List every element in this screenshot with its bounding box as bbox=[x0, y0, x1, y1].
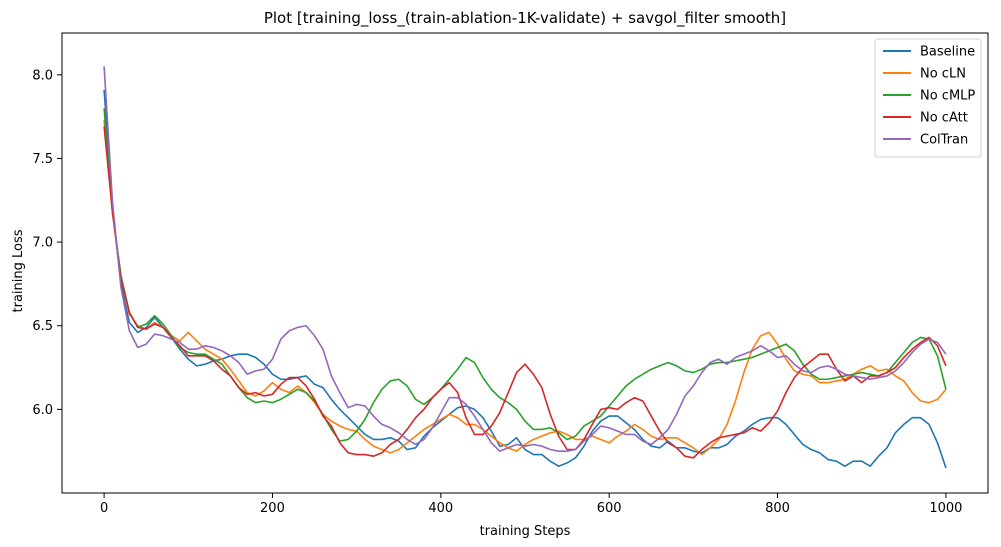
x-axis-label: training Steps bbox=[480, 524, 571, 539]
legend: Baseline No cLN No cMLP No cAtt ColTran bbox=[874, 38, 982, 158]
y-tick-label: 6.0 bbox=[32, 403, 53, 418]
y-axis-ticks: 6.0 6.5 7.0 7.5 8.0 bbox=[32, 68, 62, 418]
legend-label: No cMLP bbox=[920, 89, 975, 104]
series-line-2 bbox=[103, 108, 947, 442]
legend-label: No cAtt bbox=[920, 111, 968, 126]
x-tick-label: 1000 bbox=[929, 501, 962, 516]
x-tick-label: 200 bbox=[260, 501, 285, 516]
axes-frame bbox=[61, 32, 989, 494]
legend-label: Baseline bbox=[920, 45, 975, 60]
series-line-3 bbox=[103, 126, 947, 459]
chart-title: Plot [training_loss_(train-ablation-1K-v… bbox=[264, 9, 786, 28]
x-tick-label: 800 bbox=[765, 501, 790, 516]
x-tick-label: 0 bbox=[100, 501, 108, 516]
y-tick-label: 7.0 bbox=[32, 236, 53, 251]
x-tick-label: 400 bbox=[428, 501, 453, 516]
x-axis-ticks: 0 200 400 600 800 1000 bbox=[100, 493, 962, 516]
series-line-1 bbox=[103, 119, 947, 456]
y-tick-label: 8.0 bbox=[32, 68, 53, 83]
y-tick-label: 7.5 bbox=[32, 152, 53, 167]
y-axis-label: training Loss bbox=[11, 229, 26, 312]
plot-area bbox=[61, 32, 989, 494]
legend-label: No cLN bbox=[920, 67, 966, 82]
series-line-0 bbox=[103, 89, 947, 469]
x-tick-label: 600 bbox=[597, 501, 622, 516]
legend-box bbox=[874, 38, 982, 158]
series-line-4 bbox=[103, 66, 947, 452]
legend-label: ColTran bbox=[920, 133, 968, 148]
y-tick-label: 6.5 bbox=[32, 319, 53, 334]
